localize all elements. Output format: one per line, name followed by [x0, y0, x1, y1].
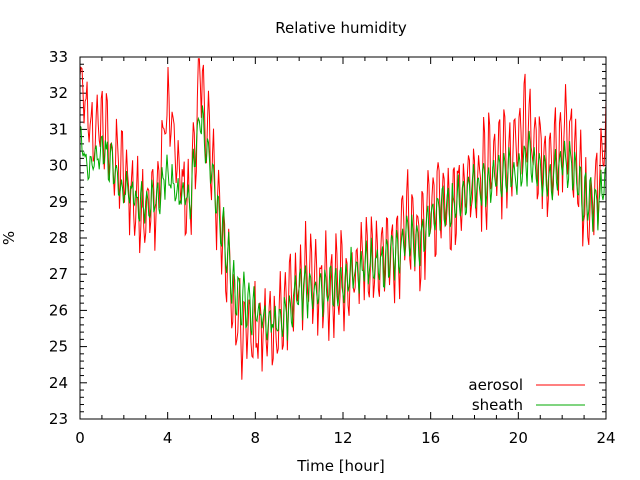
y-tick-label: 31 — [49, 120, 68, 138]
series-line-aerosol — [79, 58, 607, 380]
y-tick-label: 30 — [49, 157, 68, 175]
plot-frame — [79, 56, 607, 420]
y-tick-label: 24 — [49, 374, 68, 392]
series-layer — [79, 58, 607, 380]
y-tick-label: 27 — [49, 265, 68, 283]
y-axis-label: % — [0, 231, 18, 245]
axis-ticks: 23 24 25 26 27 28 29 30 31 32 33 0 4 8 12 16 20 24 — [49, 48, 616, 447]
y-tick-label: 29 — [49, 193, 68, 211]
y-tick-label: 33 — [49, 48, 68, 66]
x-axis-label: Time [hour] — [296, 457, 385, 475]
legend: aerosol sheath — [468, 376, 585, 414]
x-tick-label: 20 — [509, 429, 528, 447]
x-tick-label: 4 — [163, 429, 173, 447]
x-tick-label: 24 — [596, 429, 615, 447]
series-line-sheath — [79, 105, 607, 341]
y-tick-label: 32 — [49, 84, 68, 102]
x-tick-label: 8 — [251, 429, 261, 447]
x-tick-label: 0 — [75, 429, 85, 447]
y-tick-label: 25 — [49, 338, 68, 356]
x-tick-label: 16 — [421, 429, 440, 447]
legend-label-aerosol: aerosol — [468, 376, 523, 394]
y-tick-label: 28 — [49, 229, 68, 247]
legend-label-sheath: sheath — [472, 396, 523, 414]
y-tick-label: 23 — [49, 410, 68, 428]
y-tick-label: 26 — [49, 301, 68, 319]
chart-title: Relative humidity — [275, 19, 407, 37]
x-tick-label: 12 — [333, 429, 352, 447]
